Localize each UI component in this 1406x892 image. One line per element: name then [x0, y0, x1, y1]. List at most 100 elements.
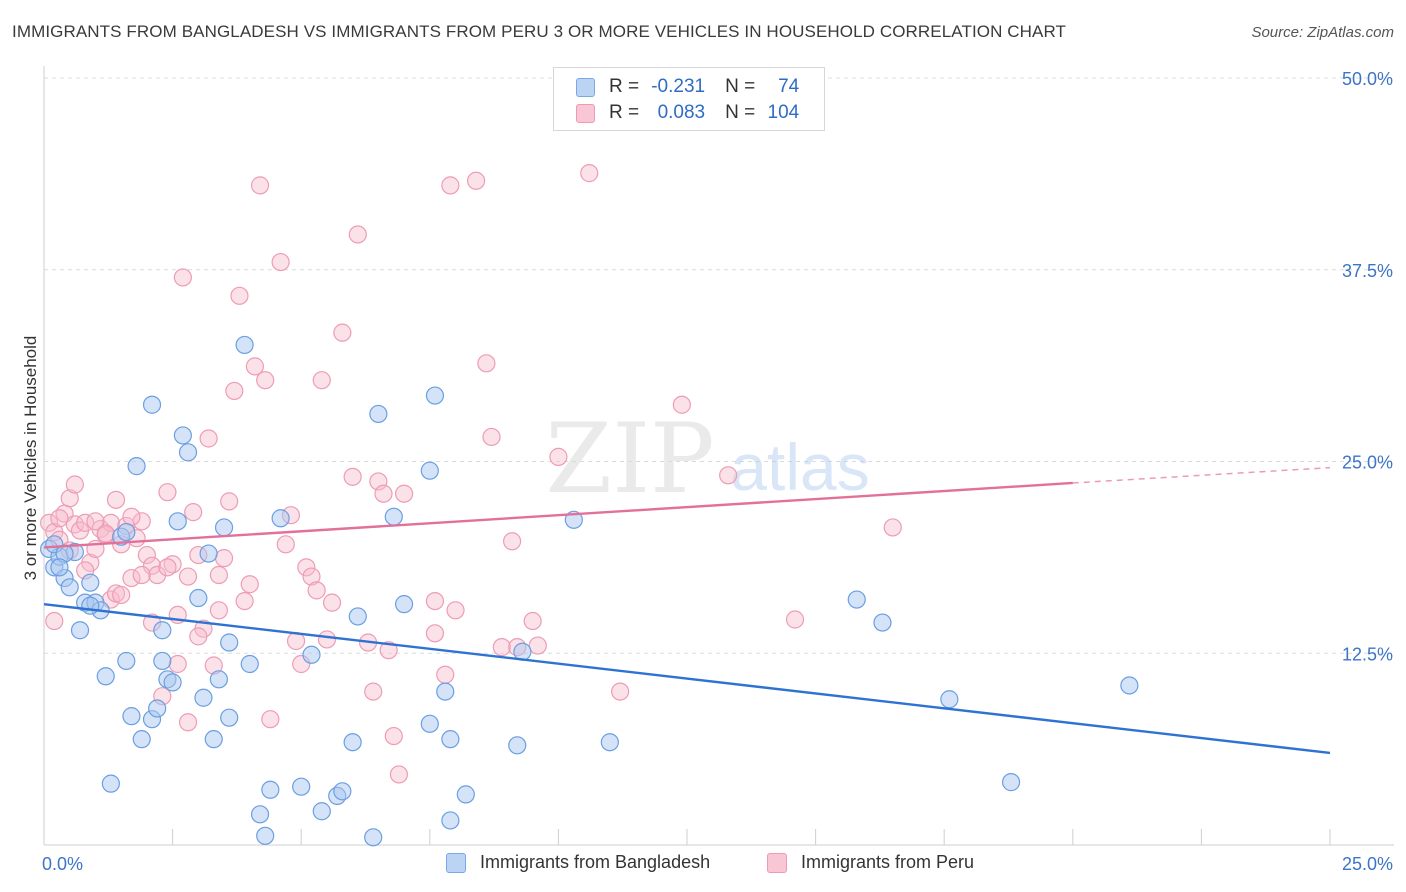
- data-point-peru: [436, 665, 455, 684]
- data-point-bangladesh: [425, 386, 445, 405]
- data-point-peru: [580, 164, 599, 183]
- data-point-peru: [96, 524, 115, 543]
- data-point-bangladesh: [204, 730, 223, 749]
- data-point-peru: [199, 429, 218, 448]
- data-point-peru: [40, 513, 59, 532]
- data-point-bangladesh: [96, 667, 115, 686]
- data-point-bangladesh: [153, 621, 172, 640]
- legend-r-value-pink: 0.083: [657, 102, 706, 123]
- data-point-bangladesh: [101, 774, 120, 793]
- data-point-peru: [209, 565, 228, 585]
- watermark-atlas: atlas: [730, 430, 869, 504]
- data-point-peru: [225, 381, 244, 401]
- data-point-peru: [425, 624, 445, 643]
- data-point-peru: [173, 268, 192, 287]
- data-point-peru: [132, 565, 151, 585]
- data-point-bangladesh: [148, 699, 167, 718]
- data-point-peru: [302, 567, 321, 586]
- data-point-peru: [245, 357, 265, 376]
- data-point-peru: [379, 641, 398, 660]
- data-point-peru: [148, 565, 167, 585]
- data-point-peru: [611, 682, 630, 701]
- data-point-bangladesh: [600, 733, 619, 752]
- data-point-bangladesh: [1001, 773, 1021, 792]
- data-point-bangladesh: [220, 633, 239, 652]
- data-point-peru: [122, 507, 141, 526]
- data-point-peru: [883, 518, 902, 537]
- data-point-bangladesh: [194, 688, 213, 707]
- data-point-peru: [297, 558, 316, 577]
- data-point-bangladesh: [384, 507, 403, 526]
- data-point-peru: [178, 567, 198, 586]
- data-point-peru: [441, 176, 460, 195]
- data-point-bangladesh: [940, 690, 959, 709]
- data-point-bangladesh: [122, 707, 141, 726]
- data-point-peru: [220, 492, 239, 511]
- data-point-peru: [240, 575, 259, 594]
- data-point-peru: [137, 545, 156, 565]
- data-point-peru: [446, 601, 465, 620]
- data-point-peru: [374, 484, 393, 503]
- data-point-peru: [333, 323, 352, 342]
- data-point-peru: [261, 710, 280, 729]
- legend-row-peru: R = 0.083 N = 104: [576, 101, 799, 125]
- data-point-bangladesh: [343, 733, 362, 752]
- data-point-bangladesh: [153, 651, 172, 671]
- data-point-peru: [168, 654, 187, 674]
- data-point-peru: [528, 636, 547, 655]
- source-label: Source: ZipAtlas.com: [1251, 24, 1394, 41]
- data-point-peru: [250, 176, 270, 195]
- data-point-bangladesh: [50, 558, 69, 577]
- legend-n-value-blue: 74: [778, 76, 800, 97]
- data-point-bangladesh: [292, 777, 311, 796]
- data-point-bangladesh: [214, 518, 234, 537]
- data-point-peru: [112, 585, 131, 605]
- data-point-bangladesh: [132, 730, 151, 749]
- data-point-bangladesh: [178, 443, 198, 462]
- data-point-peru: [425, 591, 445, 611]
- data-point-peru: [235, 591, 254, 611]
- watermark-zip: ZIP: [545, 403, 714, 515]
- legend-label-peru: Immigrants from Peru: [801, 852, 975, 872]
- data-point-peru: [142, 556, 162, 575]
- legend-n-label: N =: [725, 102, 756, 123]
- data-point-peru: [184, 503, 203, 522]
- data-point-peru: [719, 466, 738, 485]
- x-tick-label: 25.0%: [1342, 854, 1393, 874]
- points-pink: [40, 164, 902, 784]
- data-point-peru: [256, 371, 275, 390]
- data-point-bangladesh: [163, 673, 182, 692]
- data-point-bangladesh: [369, 404, 388, 424]
- data-point-bangladesh: [847, 590, 866, 609]
- points-blue: [40, 335, 1139, 847]
- watermark: ZIP atlas: [545, 403, 869, 515]
- data-point-peru: [60, 489, 79, 508]
- tick-labels: 12.5% 25.0% 37.5% 50.0% 0.0% 25.0%: [42, 69, 1393, 874]
- legend-n-value-pink: 104: [767, 102, 800, 123]
- data-point-peru: [178, 713, 198, 732]
- trend-line-peru: [43, 481, 1073, 549]
- data-point-bangladesh: [348, 607, 367, 626]
- data-point-bangladesh: [302, 645, 321, 664]
- data-point-peru: [132, 512, 151, 531]
- data-point-bangladesh: [256, 826, 275, 845]
- data-point-bangladesh: [394, 595, 414, 614]
- data-point-bangladesh: [456, 785, 475, 804]
- data-point-bangladesh: [168, 512, 187, 531]
- data-point-bangladesh: [436, 682, 455, 701]
- data-point-bangladesh: [312, 802, 331, 821]
- data-point-bangladesh: [261, 780, 280, 799]
- data-point-bangladesh: [420, 714, 439, 733]
- data-point-peru: [158, 558, 177, 577]
- data-point-bangladesh: [189, 588, 208, 608]
- data-point-peru: [230, 286, 249, 305]
- legend-r-label: R =: [609, 102, 640, 123]
- data-point-bangladesh: [127, 457, 146, 476]
- legend-r-value-blue: -0.231: [651, 76, 706, 97]
- y-tick-label: 50.0%: [1342, 69, 1393, 89]
- data-point-peru: [384, 726, 403, 746]
- axes: [43, 66, 1394, 846]
- data-point-peru: [364, 682, 383, 701]
- data-point-peru: [317, 630, 337, 649]
